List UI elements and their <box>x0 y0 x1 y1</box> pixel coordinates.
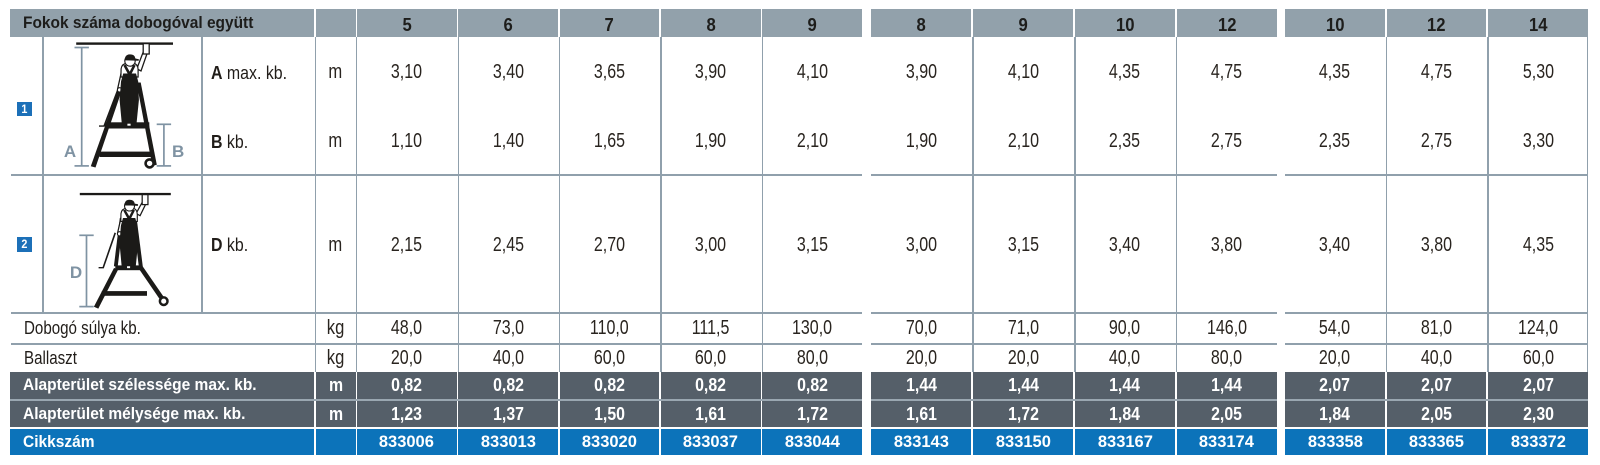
svg-text:D: D <box>70 263 82 282</box>
svg-text:A: A <box>64 142 76 161</box>
svg-text:B: B <box>172 142 184 161</box>
